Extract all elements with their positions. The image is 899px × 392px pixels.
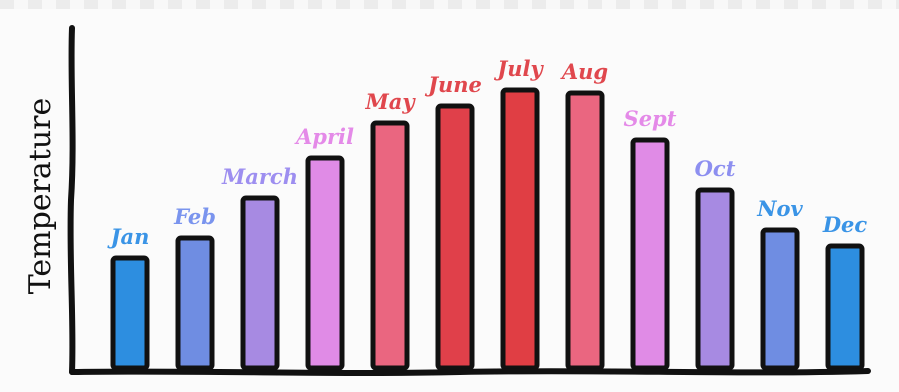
bars-layer (110, 87, 865, 371)
category-label-april: April (294, 124, 354, 149)
category-label-july: July (493, 56, 544, 81)
category-label-march: March (221, 164, 298, 189)
bar-sept (630, 137, 670, 371)
y-axis (67, 25, 76, 375)
bar-jan (110, 255, 150, 371)
bar-nov (760, 227, 800, 371)
category-label-may: May (364, 89, 416, 114)
y-axis-label: Temperature (23, 98, 58, 295)
category-label-nov: Nov (756, 196, 803, 221)
category-label-sept: Sept (624, 106, 677, 131)
bar-july (500, 87, 540, 371)
bar-oct (695, 187, 735, 371)
category-label-aug: Aug (560, 59, 608, 84)
category-label-oct: Oct (695, 156, 736, 181)
category-label-dec: Dec (822, 212, 868, 237)
category-label-jan: Jan (107, 224, 150, 249)
top-strip (0, 0, 899, 9)
bar-feb (175, 235, 215, 371)
bar-march (240, 195, 280, 371)
axes-layer (67, 25, 871, 376)
category-label-feb: Feb (173, 204, 216, 229)
x-axis (69, 368, 871, 376)
bar-dec (825, 243, 865, 371)
bar-aug (565, 90, 605, 371)
category-label-june: June (424, 72, 482, 97)
bar-may (370, 120, 410, 371)
bar-april (305, 155, 345, 371)
bar-june (435, 103, 475, 371)
